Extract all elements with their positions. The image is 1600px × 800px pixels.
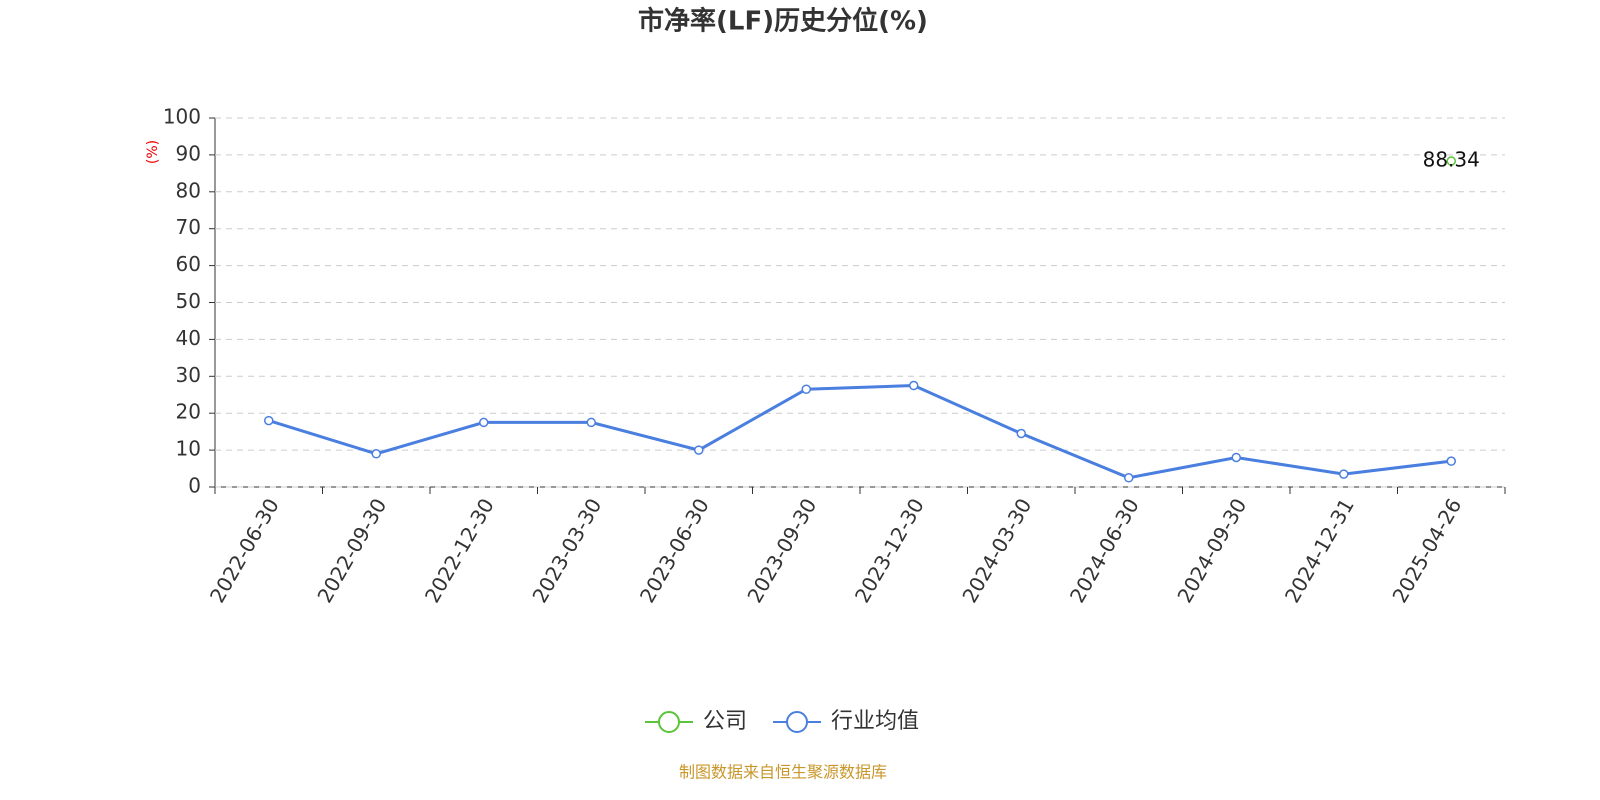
x-tick-label: 2023-06-30 — [635, 494, 714, 607]
x-tick-label: 2024-06-30 — [1065, 494, 1144, 607]
x-tick-label: 2022-06-30 — [205, 494, 284, 607]
y-tick-label: 10 — [176, 437, 201, 461]
source-note: 制图数据来自恒生聚源数据库 — [679, 763, 887, 782]
chart-title: 市净率(LF)历史分位(%) — [638, 6, 928, 37]
data-label: 88.34 — [1423, 148, 1480, 172]
data-point — [264, 415, 274, 426]
data-point — [586, 417, 596, 428]
y-tick-label: 80 — [176, 178, 201, 202]
data-point — [801, 384, 811, 394]
x-tick-label: 2024-09-30 — [1172, 494, 1251, 607]
y-tick-label: 100 — [163, 105, 201, 129]
legend-label: 公司 — [703, 709, 747, 734]
y-tick-label: 40 — [176, 326, 201, 350]
data-point — [1339, 469, 1349, 479]
y-tick-label: 90 — [176, 141, 201, 165]
y-tick-label: 60 — [176, 252, 201, 276]
x-tick-label: 2024-03-30 — [957, 494, 1036, 607]
x-tick-label: 2024-12-31 — [1280, 494, 1359, 607]
legend-marker — [658, 711, 680, 733]
x-tick-label: 2023-12-30 — [850, 494, 929, 607]
x-tick-label: 2022-12-30 — [420, 494, 499, 607]
data-point — [909, 380, 919, 391]
data-point — [1124, 473, 1134, 483]
x-tick-label: 2023-09-30 — [742, 494, 821, 607]
data-point — [479, 417, 489, 428]
data-point — [1231, 452, 1241, 463]
x-tick-label: 2022-09-30 — [312, 494, 391, 607]
legend-label: 行业均值 — [831, 709, 919, 734]
x-tick-label: 2025-04-26 — [1387, 494, 1466, 607]
data-point — [1446, 156, 1456, 166]
series-line — [268, 384, 1452, 480]
data-point — [1016, 428, 1026, 439]
y-tick-label: 70 — [176, 215, 201, 239]
y-tick-label: 50 — [176, 289, 201, 313]
data-point — [371, 449, 381, 459]
y-axis-label: (%) — [145, 140, 161, 164]
y-tick-label: 0 — [188, 474, 201, 498]
legend-marker — [786, 711, 809, 733]
y-tick-label: 30 — [176, 363, 201, 387]
data-point — [694, 445, 704, 455]
y-tick-label: 20 — [176, 400, 201, 424]
data-point — [1446, 456, 1456, 466]
x-tick-label: 2023-03-30 — [527, 494, 606, 607]
